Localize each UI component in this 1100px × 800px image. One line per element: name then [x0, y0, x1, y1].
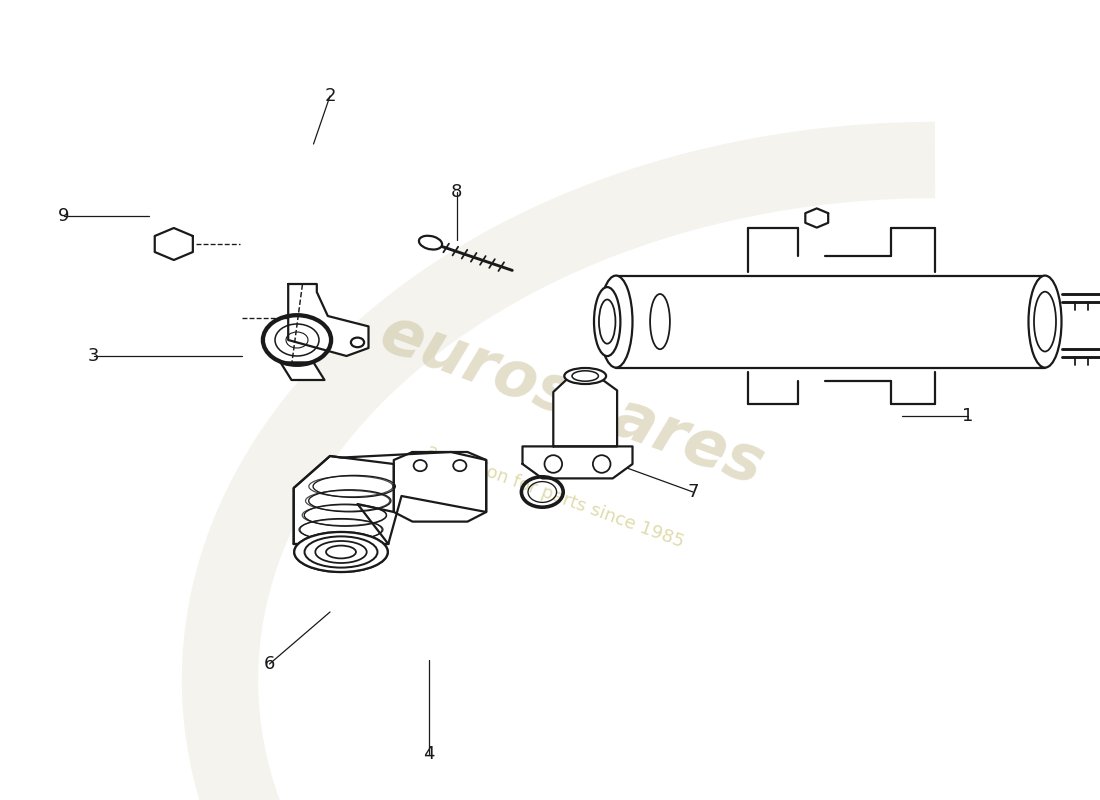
Text: 4: 4 [424, 745, 434, 762]
Text: 3: 3 [88, 347, 99, 365]
Ellipse shape [295, 532, 387, 572]
Polygon shape [294, 452, 486, 544]
Text: eurospares: eurospares [372, 302, 772, 498]
Ellipse shape [453, 460, 466, 471]
Polygon shape [522, 446, 632, 478]
Ellipse shape [594, 287, 620, 356]
Text: 7: 7 [688, 483, 698, 501]
Ellipse shape [544, 455, 562, 473]
Polygon shape [155, 228, 192, 260]
Ellipse shape [600, 275, 632, 368]
Polygon shape [616, 275, 1045, 368]
Ellipse shape [295, 532, 387, 572]
Text: 9: 9 [58, 207, 69, 225]
Ellipse shape [593, 455, 611, 473]
Text: 1: 1 [962, 407, 974, 425]
Ellipse shape [600, 299, 616, 344]
Polygon shape [288, 284, 368, 356]
Ellipse shape [414, 460, 427, 471]
Polygon shape [805, 208, 828, 227]
Ellipse shape [1034, 292, 1056, 351]
Text: 2: 2 [324, 87, 336, 105]
Ellipse shape [419, 236, 442, 250]
Text: 6: 6 [264, 655, 275, 673]
Text: 8: 8 [451, 183, 462, 201]
Polygon shape [394, 452, 486, 522]
Polygon shape [294, 456, 394, 544]
Polygon shape [280, 362, 324, 380]
Ellipse shape [564, 368, 606, 384]
Text: a passion for parts since 1985: a passion for parts since 1985 [425, 441, 686, 551]
Polygon shape [553, 378, 617, 446]
Ellipse shape [1028, 275, 1062, 368]
